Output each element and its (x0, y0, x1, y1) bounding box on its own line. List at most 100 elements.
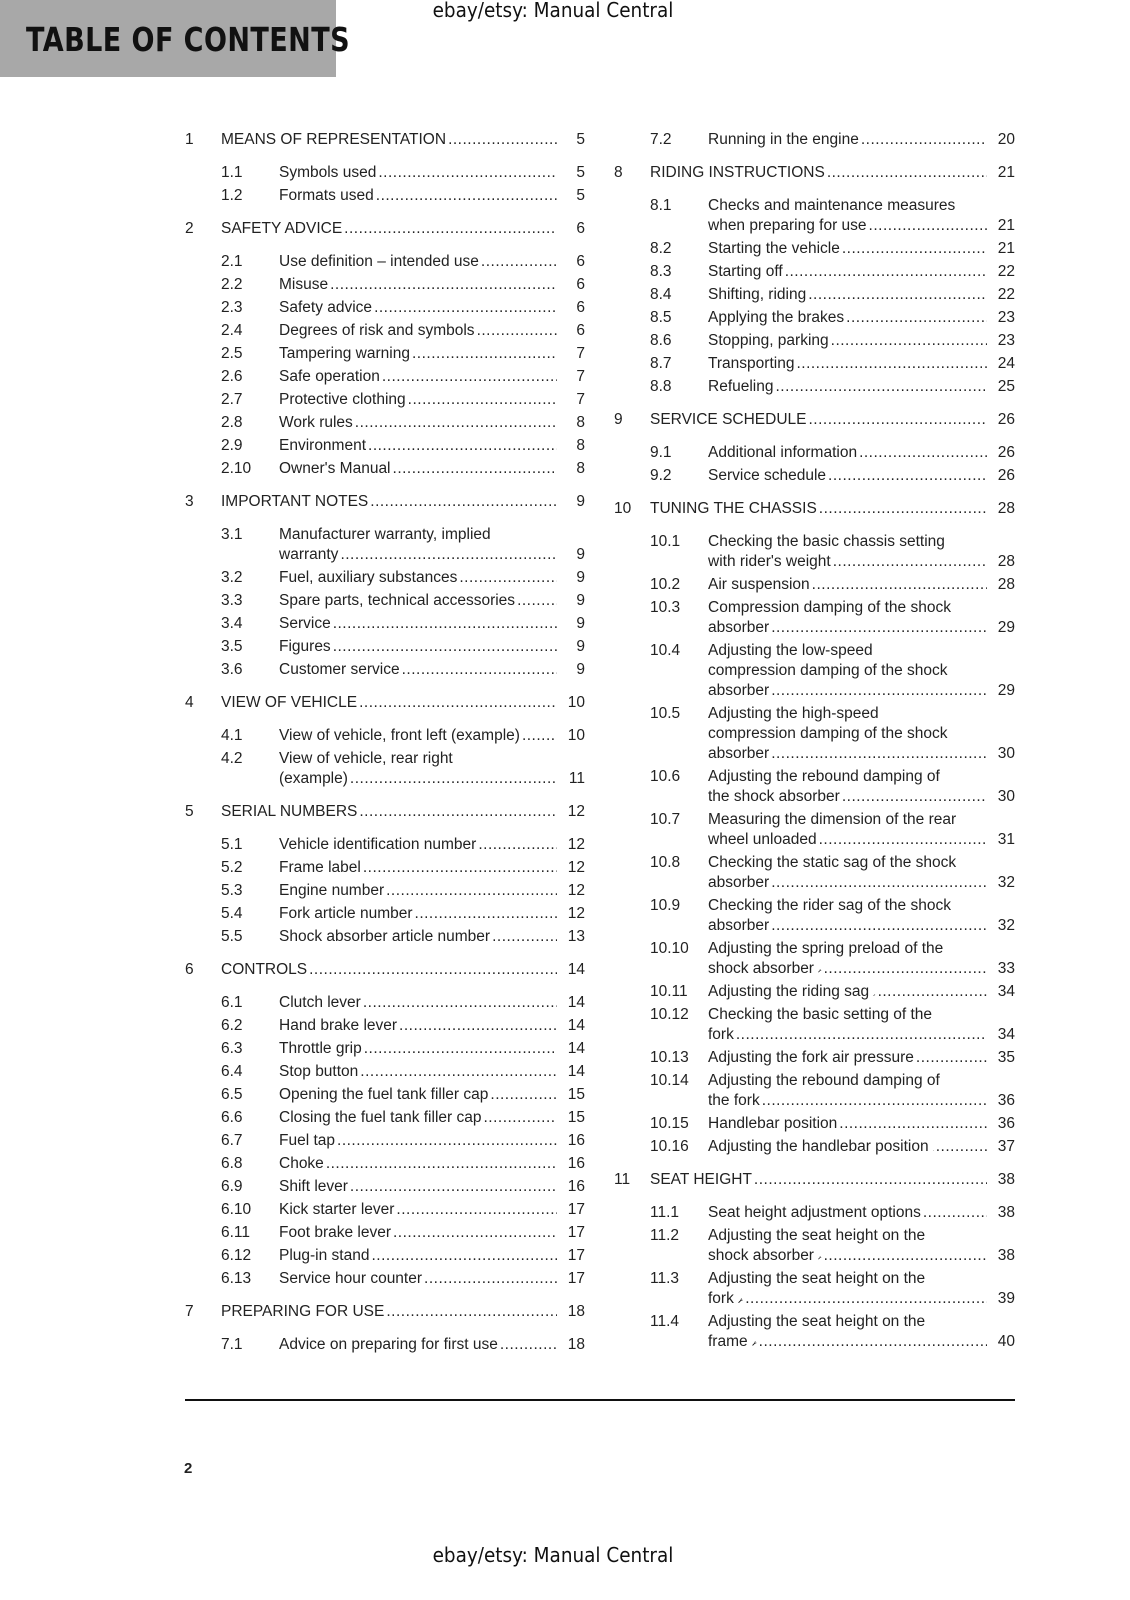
toc-section-entry[interactable]: 10.11 Adjusting the riding sag 34 (614, 982, 1015, 1005)
toc-section-entry[interactable]: 6.10 Kick starter lever 17 (185, 1200, 585, 1223)
toc-section-entry[interactable]: 10.5 Adjusting the high-speed compression … (614, 704, 1015, 767)
entry-title: Spare parts, technical accessories 9 (279, 591, 585, 611)
entry-page-number: 12 (567, 905, 585, 922)
toc-section-entry[interactable]: 2.4 Degrees of risk and symbols 6 (185, 321, 585, 344)
toc-section-entry[interactable]: 2.5 Tampering warning 7 (185, 344, 585, 367)
toc-section-entry[interactable]: 6.12 Plug-in stand 17 (185, 1246, 585, 1269)
toc-chapter-entry[interactable]: 4 VIEW OF VEHICLE 10 (185, 693, 585, 716)
toc-section-entry[interactable]: 9.2 Service schedule 26 (614, 466, 1015, 489)
toc-section-entry[interactable]: 3.1 Manufacturer warranty, implied warrant… (185, 525, 585, 568)
entry-number: 11 (614, 1171, 631, 1188)
toc-section-entry[interactable]: 6.2 Hand brake lever 14 (185, 1016, 585, 1039)
entry-title-line: SERVICE SCHEDULE (650, 411, 807, 428)
toc-section-entry[interactable]: 6.9 Shift lever 16 (185, 1177, 585, 1200)
toc-section-entry[interactable]: 3.6 Customer service 9 (185, 660, 585, 683)
entry-title-line: with rider's weight (708, 553, 831, 570)
entry-title-line: compression damping of the shock (708, 725, 948, 742)
toc-section-entry[interactable]: 8.4 Shifting, riding 22 (614, 285, 1015, 308)
toc-chapter-entry[interactable]: 11 SEAT HEIGHT 38 (614, 1170, 1015, 1193)
toc-section-entry[interactable]: 10.14 Adjusting the rebound damping of the… (614, 1071, 1015, 1114)
toc-section-entry[interactable]: 6.7 Fuel tap 16 (185, 1131, 585, 1154)
toc-section-entry[interactable]: 10.13 Adjusting the fork air pressure 35 (614, 1048, 1015, 1071)
toc-section-entry[interactable]: 2.7 Protective clothing 7 (185, 390, 585, 413)
toc-section-entry[interactable]: 4.1 View of vehicle, front left (example)… (185, 726, 585, 749)
entry-title-line: SAFETY ADVICE (221, 220, 343, 237)
toc-section-entry[interactable]: 3.4 Service 9 (185, 614, 585, 637)
toc-chapter-entry[interactable]: 1 MEANS OF REPRESENTATION 5 (185, 130, 585, 153)
toc-section-entry[interactable]: 1.2 Formats used 5 (185, 186, 585, 209)
toc-section-entry[interactable]: 2.10 Owner's Manual 8 (185, 459, 585, 482)
toc-chapter-entry[interactable]: 3 IMPORTANT NOTES 9 (185, 492, 585, 515)
toc-chapter-entry[interactable]: 6 CONTROLS 14 (185, 960, 585, 983)
toc-section-entry[interactable]: 9.1 Additional information 26 (614, 443, 1015, 466)
toc-section-entry[interactable]: 2.6 Safe operation 7 (185, 367, 585, 390)
entry-title-line: Use definition – intended use (279, 253, 479, 270)
toc-section-entry[interactable]: 10.6 Adjusting the rebound damping of the … (614, 767, 1015, 810)
toc-section-entry[interactable]: 2.8 Work rules 8 (185, 413, 585, 436)
toc-section-entry[interactable]: 8.2 Starting the vehicle 21 (614, 239, 1015, 262)
entry-title-line: absorber (708, 619, 770, 636)
toc-section-entry[interactable]: 10.4 Adjusting the low-speed compression d… (614, 641, 1015, 704)
dot-leader (413, 904, 557, 924)
toc-section-entry[interactable]: 6.4 Stop button 14 (185, 1062, 585, 1085)
toc-section-entry[interactable]: 8.8 Refueling 25 (614, 377, 1015, 400)
entry-title-line: PREPARING FOR USE (221, 1303, 385, 1320)
toc-section-entry[interactable]: 8.3 Starting off 22 (614, 262, 1015, 285)
toc-section-entry[interactable]: 8.7 Transporting 24 (614, 354, 1015, 377)
toc-section-entry[interactable]: 3.2 Fuel, auxiliary substances 9 (185, 568, 585, 591)
toc-chapter-entry[interactable]: 8 RIDING INSTRUCTIONS 21 (614, 163, 1015, 186)
toc-chapter-entry[interactable]: 9 SERVICE SCHEDULE 26 (614, 410, 1015, 433)
toc-section-entry[interactable]: 8.5 Applying the brakes 23 (614, 308, 1015, 331)
toc-section-entry[interactable]: 10.3 Compression damping of the shock abso… (614, 598, 1015, 641)
toc-section-entry[interactable]: 5.3 Engine number 12 (185, 881, 585, 904)
toc-section-entry[interactable]: 6.1 Clutch lever 14 (185, 993, 585, 1016)
toc-section-entry[interactable]: 6.5 Opening the fuel tank filler cap 15 (185, 1085, 585, 1108)
toc-section-entry[interactable]: 6.6 Closing the fuel tank filler cap 15 (185, 1108, 585, 1131)
toc-section-entry[interactable]: 10.16 Adjusting the handlebar position 37 (614, 1137, 1015, 1160)
toc-section-entry[interactable]: 6.8 Choke 16 (185, 1154, 585, 1177)
toc-chapter-entry[interactable]: 7 PREPARING FOR USE 18 (185, 1302, 585, 1325)
toc-section-entry[interactable]: 11.4 Adjusting the seat height on the fram… (614, 1312, 1015, 1355)
toc-section-entry[interactable]: 6.11 Foot brake lever 17 (185, 1223, 585, 1246)
entry-title: Service schedule 26 (708, 466, 1015, 486)
toc-section-entry[interactable]: 10.2 Air suspension 28 (614, 575, 1015, 598)
toc-chapter-entry[interactable]: 2 SAFETY ADVICE 6 (185, 219, 585, 242)
entry-title-line: Work rules (279, 414, 353, 431)
toc-section-entry[interactable]: 5.5 Shock absorber article number 13 (185, 927, 585, 950)
entry-page-number: 8 (576, 460, 585, 477)
toc-section-entry[interactable]: 10.1 Checking the basic chassis setting wi… (614, 532, 1015, 575)
toc-section-entry[interactable]: 2.2 Misuse 6 (185, 275, 585, 298)
toc-section-entry[interactable]: 8.6 Stopping, parking 23 (614, 331, 1015, 354)
toc-section-entry[interactable]: 10.8 Checking the static sag of the shock… (614, 853, 1015, 896)
toc-section-entry[interactable]: 3.3 Spare parts, technical accessories 9 (185, 591, 585, 614)
entry-title-line: absorber (708, 682, 770, 699)
toc-section-entry[interactable]: 7.2 Running in the engine 20 (614, 130, 1015, 153)
toc-section-entry[interactable]: 10.10 Adjusting the spring preload of the… (614, 939, 1015, 982)
entry-title-line: Adjusting the seat height on the (708, 1227, 926, 1244)
toc-section-entry[interactable]: 5.1 Vehicle identification number 12 (185, 835, 585, 858)
toc-section-entry[interactable]: 6.3 Throttle grip 14 (185, 1039, 585, 1062)
toc-section-entry[interactable]: 3.5 Figures 9 (185, 637, 585, 660)
toc-section-entry[interactable]: 7.1 Advice on preparing for first use 18 (185, 1335, 585, 1358)
toc-section-entry[interactable]: 2.9 Environment 8 (185, 436, 585, 459)
toc-section-entry[interactable]: 10.7 Measuring the dimension of the rear w… (614, 810, 1015, 853)
toc-section-entry[interactable]: 1.1 Symbols used 5 (185, 163, 585, 186)
toc-section-entry[interactable]: 8.1 Checks and maintenance measures when p… (614, 196, 1015, 239)
toc-section-entry[interactable]: 11.1 Seat height adjustment options 38 (614, 1203, 1015, 1226)
toc-section-entry[interactable]: 5.4 Fork article number 12 (185, 904, 585, 927)
entry-number: 2.7 (221, 391, 243, 408)
toc-section-entry[interactable]: 4.2 View of vehicle, rear right (example) 1… (185, 749, 585, 792)
toc-section-entry[interactable]: 10.15 Handlebar position 36 (614, 1114, 1015, 1137)
toc-section-entry[interactable]: 10.12 Checking the basic setting of the fo… (614, 1005, 1015, 1048)
toc-chapter-entry[interactable]: 5 SERIAL NUMBERS 12 (185, 802, 585, 825)
entry-number: 11.2 (650, 1227, 680, 1244)
toc-section-entry[interactable]: 2.1 Use definition – intended use 6 (185, 252, 585, 275)
toc-section-entry[interactable]: 2.3 Safety advice 6 (185, 298, 585, 321)
toc-section-entry[interactable]: 5.2 Frame label 12 (185, 858, 585, 881)
entry-title: Customer service 9 (279, 660, 585, 680)
toc-section-entry[interactable]: 11.3 Adjusting the seat height on the fork… (614, 1269, 1015, 1312)
toc-chapter-entry[interactable]: 10 TUNING THE CHASSIS 28 (614, 499, 1015, 522)
toc-section-entry[interactable]: 10.9 Checking the rider sag of the shock a… (614, 896, 1015, 939)
toc-section-entry[interactable]: 6.13 Service hour counter 17 (185, 1269, 585, 1292)
toc-section-entry[interactable]: 11.2 Adjusting the seat height on the shoc… (614, 1226, 1015, 1269)
